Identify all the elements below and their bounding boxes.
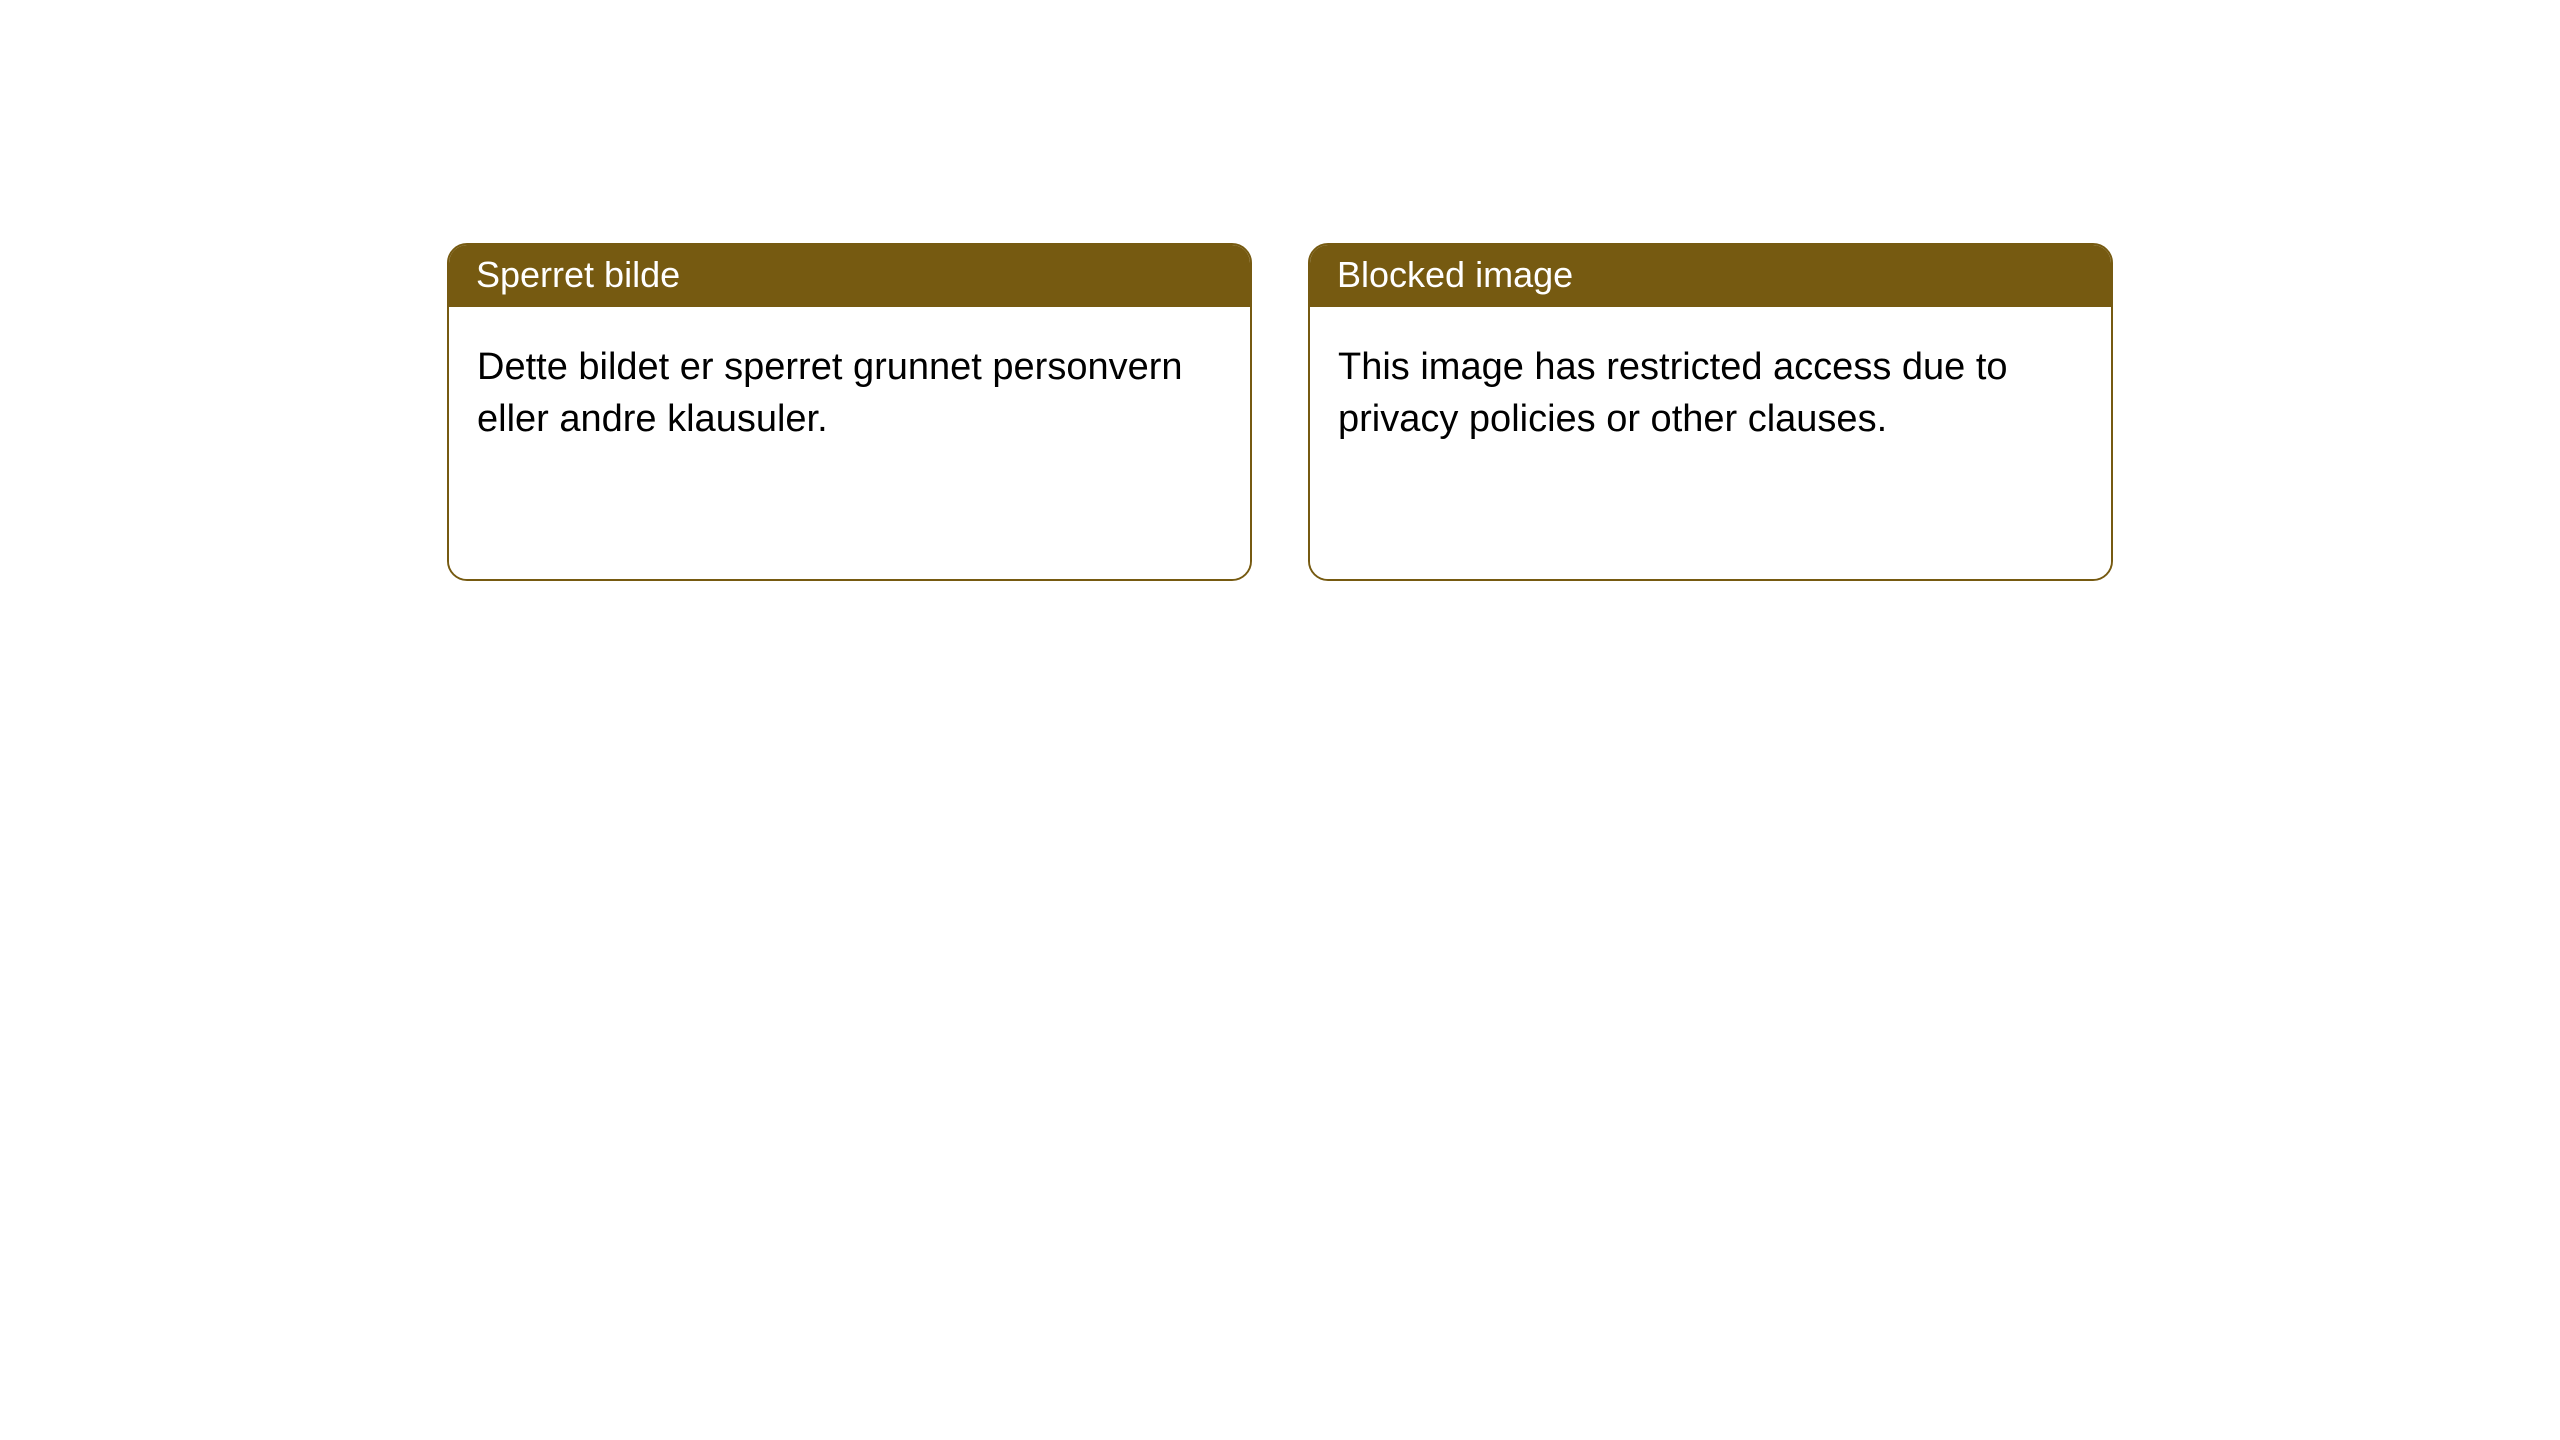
blocked-image-card-en: Blocked image This image has restricted … <box>1308 243 2113 581</box>
card-body-text: This image has restricted access due to … <box>1338 346 2008 440</box>
blocked-image-card-no: Sperret bilde Dette bildet er sperret gr… <box>447 243 1252 581</box>
card-body-text: Dette bildet er sperret grunnet personve… <box>477 346 1183 440</box>
card-title: Blocked image <box>1337 254 1573 295</box>
card-title: Sperret bilde <box>476 254 680 295</box>
card-body: This image has restricted access due to … <box>1310 307 2111 579</box>
card-header: Blocked image <box>1310 245 2111 307</box>
card-body: Dette bildet er sperret grunnet personve… <box>449 307 1250 579</box>
notice-container: Sperret bilde Dette bildet er sperret gr… <box>447 243 2113 581</box>
card-header: Sperret bilde <box>449 245 1250 307</box>
